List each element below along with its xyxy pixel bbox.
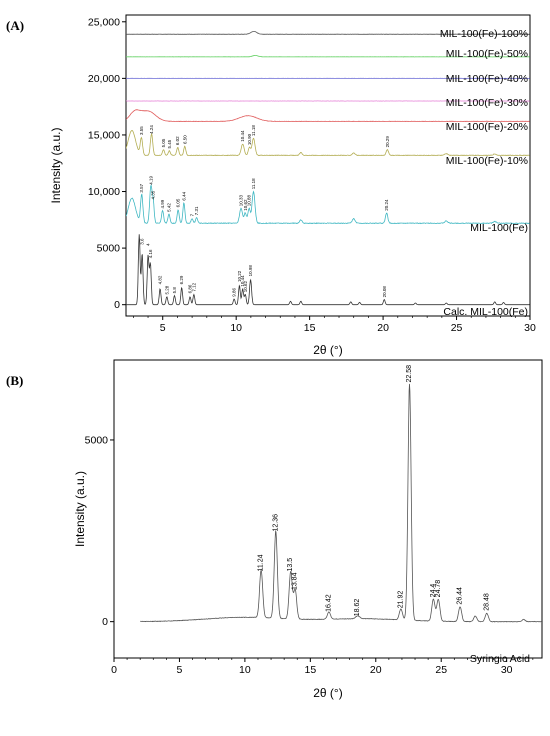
y-tick-label: 0 <box>102 616 108 628</box>
series-legend-label: MIL-100(Fe)-10% <box>446 155 528 167</box>
series-legend-label: MIL-100(Fe)-20% <box>446 121 528 133</box>
y-tick-label: 5000 <box>97 243 121 255</box>
peak-label: 9.86 <box>232 288 237 297</box>
peak-label: 5.28 <box>164 285 169 294</box>
x-tick-label: 25 <box>451 322 463 334</box>
peak-label: 5.05 <box>161 138 166 147</box>
peak-label: 7.12 <box>191 282 196 291</box>
plot-frame <box>125 14 531 317</box>
peak-label: 28.48 <box>483 593 490 611</box>
peak-label: 10.88 <box>247 194 252 206</box>
series-legend-label: Syringic Acid <box>470 653 530 665</box>
series-legend-label: MIL-100(Fe) <box>470 222 528 234</box>
series-line <box>126 130 530 157</box>
plot-frame <box>113 359 543 659</box>
peak-label: 6.44 <box>181 191 186 200</box>
y-tick-label: 25,000 <box>88 16 120 28</box>
peak-label: 7.31 <box>194 206 199 215</box>
series-legend-label: MIL-100(Fe)-40% <box>446 73 528 85</box>
peak-label: 3.57 <box>139 183 144 192</box>
y-axis-label: Intensity (a.u.) <box>73 471 87 547</box>
peak-label: 6.86 <box>188 284 193 293</box>
peak-label: 4.99 <box>160 199 165 208</box>
peak-label: 11.18 <box>251 178 256 189</box>
peak-label: 21.92 <box>397 591 404 609</box>
peak-label: 6.29 <box>179 275 184 284</box>
x-tick-label: 10 <box>230 322 242 334</box>
x-tick-label: 10 <box>239 664 251 676</box>
panel-b-label: (B) <box>6 373 23 388</box>
series-line <box>126 31 530 35</box>
peak-label: 10.62 <box>243 199 248 211</box>
peak-label: 4.24 <box>149 125 154 134</box>
x-tick-label: 5 <box>177 664 183 676</box>
peak-label: 5.45 <box>167 139 172 148</box>
peak-label: 22.58 <box>406 365 413 383</box>
y-tick-label: 15,000 <box>88 129 120 141</box>
y-tick-label: 5000 <box>85 434 109 446</box>
x-tick-label: 30 <box>501 664 513 676</box>
peak-label: 4 <box>146 243 151 246</box>
series-line <box>126 234 530 306</box>
peak-label: 10.90 <box>247 133 252 145</box>
peak-label: 4.19 <box>148 175 153 184</box>
peak-label: 24.78 <box>435 580 442 598</box>
peak-label: 11.18 <box>251 125 256 136</box>
peak-label: 4.16 <box>148 249 153 258</box>
peak-label: 10.62 <box>243 280 248 292</box>
peak-label: 20.29 <box>385 136 390 148</box>
series-legend-label: MIL-100(Fe)-30% <box>446 97 528 109</box>
y-axis-label: Intensity (a.u.) <box>49 127 63 203</box>
peak-label: 10.98 <box>248 265 253 277</box>
x-tick-label: 15 <box>304 322 316 334</box>
peak-label: 10.33 <box>239 194 244 206</box>
series-line <box>126 184 530 225</box>
peak-label: 4.35 <box>151 190 156 199</box>
peak-label: 10.22 <box>237 270 242 282</box>
y-tick-label: 0 <box>114 299 120 311</box>
peak-label: 3.55 <box>139 126 144 135</box>
series-legend-label: MIL-100(Fe)-50% <box>446 48 528 60</box>
y-tick-label: 10,000 <box>88 186 120 198</box>
x-tick-label: 20 <box>370 664 382 676</box>
series-line <box>126 109 530 122</box>
peak-label: 13.5 <box>287 558 294 572</box>
peak-label: 5.8 <box>172 287 177 294</box>
peak-label: 11.24 <box>258 554 265 571</box>
chart-a: 5 10 15 20 25 30 0 5000 10,000 15,000 20,000 25,000… <box>49 14 536 357</box>
peak-label: 16.42 <box>325 594 332 612</box>
peak-label: 4.82 <box>158 275 163 284</box>
peak-label: 24.4 <box>430 584 437 598</box>
x-tick-label: 0 <box>111 664 117 676</box>
x-tick-label: 15 <box>304 664 316 676</box>
peak-label: 12.36 <box>272 514 279 532</box>
series-line <box>126 55 530 58</box>
peak-label: 13.84 <box>292 572 299 590</box>
peak-label: 5.42 <box>166 203 171 212</box>
panel-a-label: (A) <box>6 18 24 33</box>
x-axis-label: 2θ (°) <box>313 686 342 700</box>
peak-label: 6.05 <box>176 198 181 207</box>
peak-label: 3.6 <box>140 238 145 245</box>
peak-label: 20.24 <box>384 199 389 211</box>
x-tick-label: 5 <box>160 322 166 334</box>
peak-label: 26.44 <box>457 587 464 605</box>
x-tick-label: 30 <box>524 322 536 334</box>
x-axis-label: 2θ (°) <box>313 343 342 357</box>
peak-label: 7 <box>190 213 195 216</box>
peak-label: 6.02 <box>175 136 180 145</box>
chart-b: 0 5 10 15 20 25 30 0 5000 2θ (°) Intensity (a.u.) S… <box>73 359 543 700</box>
x-tick-label: 20 <box>377 322 389 334</box>
peak-label: 18.62 <box>354 599 361 617</box>
series-legend-label: MIL-100(Fe)-100% <box>440 28 528 40</box>
peak-label: 10.44 <box>240 130 245 142</box>
series-legend-label: Calc. MIL-100(Fe) <box>443 306 528 318</box>
peak-label: 10.44 <box>240 275 245 287</box>
x-tick-label: 25 <box>435 664 447 676</box>
series-line <box>140 383 542 623</box>
y-tick-label: 20,000 <box>88 73 120 85</box>
peak-label: 20.08 <box>382 286 387 298</box>
peak-label: 6.50 <box>182 135 187 144</box>
